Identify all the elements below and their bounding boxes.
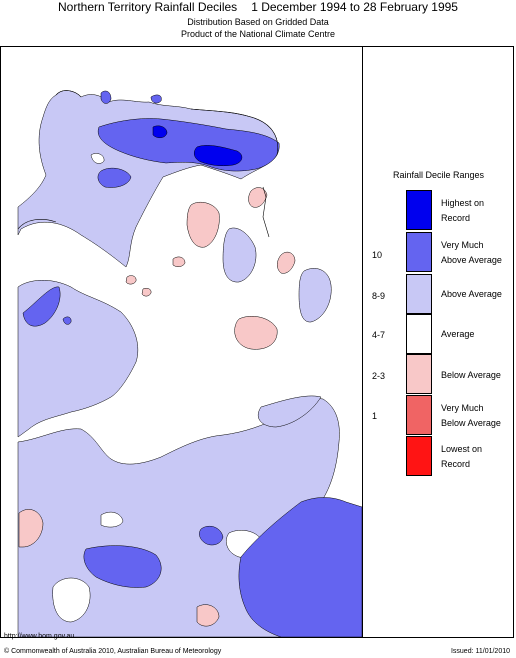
- below-average-regions: [18, 187, 296, 627]
- legend-label-line-1: Average: [441, 329, 475, 339]
- very-much-above-south-central-spot: [199, 526, 224, 546]
- legend-label-lowest-on-record: Lowest on Record: [441, 442, 482, 472]
- average-island-1: [52, 577, 91, 623]
- below-average-central: [234, 316, 278, 350]
- subtitle-product: Product of the National Climate Centre: [180, 29, 336, 39]
- rainfall-decile-map: [17, 90, 362, 637]
- footer-copyright: © Commonwealth of Australia 2010, Austra…: [4, 648, 222, 655]
- legend-label-highest-on-record: Highest on Record: [441, 196, 484, 226]
- very-much-above-cobourg: [100, 90, 112, 104]
- legend-label-very-much-below-average: Very Much Below Average: [441, 401, 501, 431]
- legend-label-line-1: Very Much: [441, 403, 484, 413]
- legend-swatch-above-average: [406, 274, 432, 314]
- legend-label-line-1: Below Average: [441, 370, 501, 380]
- legend-range-10: 10: [372, 250, 383, 260]
- below-average-small-1: [172, 256, 186, 267]
- legend-range-1: 1: [372, 411, 378, 421]
- map-title-region: Northern Territory Rainfall Deciles: [58, 0, 238, 14]
- southeast-above-average-region: [257, 395, 322, 428]
- legend-swatch-very-much-below-average: [406, 395, 432, 435]
- legend-label-line-2: Below Average: [441, 418, 501, 428]
- below-average-southwest: [18, 509, 44, 548]
- very-much-above-southeast: [238, 497, 362, 637]
- legend-swatch-below-average: [406, 354, 432, 394]
- below-average-central-east: [277, 251, 296, 274]
- legend-label-line-1: Lowest on: [441, 444, 483, 454]
- legend-label-line-1: Very Much: [441, 240, 484, 250]
- legend-swatch-lowest-on-record: [406, 436, 432, 476]
- average-island-4: [90, 153, 105, 164]
- central-east-above-average-region: [298, 268, 332, 323]
- legend-title: Rainfall Decile Ranges: [392, 170, 485, 180]
- highest-on-record-regions: [152, 125, 243, 167]
- legend-label-average: Average: [441, 327, 474, 342]
- below-average-northeast: [248, 187, 268, 208]
- very-much-above-coastal-islet: [150, 94, 162, 104]
- legend-label-line-2: Record: [441, 459, 471, 469]
- legend-label-line-2: Above Average: [441, 255, 502, 265]
- below-average-small-2: [125, 275, 137, 285]
- legend-label-very-much-above-average: Very Much Above Average: [441, 238, 502, 268]
- map-title: Northern Territory Rainfall Deciles 1 Dec…: [0, 0, 516, 14]
- below-average-central-north: [186, 202, 220, 248]
- footer-url[interactable]: http://www.bom.gov.au: [4, 633, 75, 640]
- legend-label-above-average: Above Average: [441, 287, 502, 302]
- legend-range-4-7: 4-7: [372, 330, 386, 340]
- legend-swatch-very-much-above-average: [406, 232, 432, 272]
- map-title-period: 1 December 1994 to 28 February 1995: [251, 0, 458, 14]
- average-islands: [52, 153, 264, 623]
- legend-label-below-average: Below Average: [441, 368, 501, 383]
- legend-label-line-2: Record: [441, 213, 471, 223]
- central-above-average-region: [222, 227, 257, 283]
- average-island-3: [100, 511, 124, 528]
- very-much-above-west-spot: [62, 316, 72, 325]
- legend-range-2-3: 2-3: [372, 371, 386, 381]
- very-much-above-south-central: [83, 545, 162, 588]
- northern-coastline: [17, 90, 279, 238]
- very-much-above-north-west: [97, 167, 132, 188]
- very-much-above-average-regions: [22, 90, 362, 637]
- legend-divider: [362, 46, 363, 638]
- below-average-south: [196, 604, 220, 627]
- legend-label-line-1: Above Average: [441, 289, 502, 299]
- subtitle-distribution: Distribution Based on Gridded Data: [187, 17, 329, 27]
- legend-label-line-1: Highest on: [441, 198, 485, 208]
- footer-issued-date: Issued: 11/01/2010: [450, 648, 510, 655]
- legend-swatch-average: [406, 314, 432, 354]
- highest-on-record-coast: [152, 125, 168, 138]
- legend-range-8-9: 8-9: [372, 291, 386, 301]
- highest-on-record-arnhem: [194, 145, 243, 167]
- below-average-small-3: [141, 287, 152, 297]
- very-much-above-west: [22, 286, 61, 327]
- legend-swatch-highest-on-record: [406, 190, 432, 230]
- map-frame: [0, 46, 514, 638]
